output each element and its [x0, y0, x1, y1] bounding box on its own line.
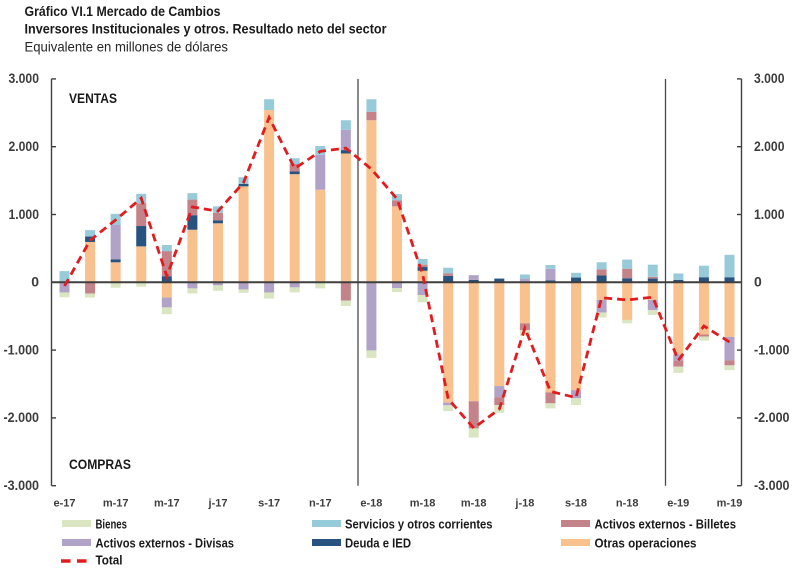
svg-text:s-17: s-17: [258, 498, 280, 510]
svg-text:n-18: n-18: [616, 498, 639, 510]
svg-text:Servicios y otros corrientes: Servicios y otros corrientes: [345, 518, 493, 532]
svg-text:1.000: 1.000: [754, 206, 785, 222]
svg-text:s-18: s-18: [565, 498, 587, 510]
svg-text:0: 0: [754, 274, 762, 290]
svg-text:3.000: 3.000: [9, 70, 40, 86]
svg-text:j-18: j-18: [514, 498, 534, 510]
svg-text:m-18: m-18: [461, 498, 487, 510]
svg-text:Bienes: Bienes: [96, 518, 128, 532]
svg-text:m-19: m-19: [717, 498, 743, 510]
svg-text:m-17: m-17: [103, 498, 129, 510]
svg-text:-2.000: -2.000: [4, 409, 40, 425]
svg-text:j-17: j-17: [208, 498, 228, 510]
svg-text:1.000: 1.000: [9, 206, 40, 222]
svg-text:2.000: 2.000: [9, 138, 40, 154]
svg-text:-1.000: -1.000: [754, 341, 790, 357]
svg-text:Activos externos - Billetes: Activos externos - Billetes: [595, 518, 737, 532]
svg-text:0: 0: [31, 274, 39, 290]
svg-text:Equivalente en millones de dól: Equivalente en millones de dólares: [25, 39, 229, 55]
svg-text:n-17: n-17: [309, 498, 332, 510]
svg-text:m-18: m-18: [410, 498, 436, 510]
svg-text:e-17: e-17: [53, 498, 75, 510]
svg-text:Gráfico VI.1 Mercado de Cambio: Gráfico VI.1 Mercado de Cambios: [25, 3, 221, 19]
svg-text:-3.000: -3.000: [4, 477, 40, 493]
svg-text:e-19: e-19: [667, 498, 689, 510]
svg-text:-1.000: -1.000: [4, 341, 40, 357]
svg-text:-3.000: -3.000: [754, 477, 790, 493]
svg-text:Otras operaciones: Otras operaciones: [595, 536, 697, 550]
svg-text:Inversores Institucionales y o: Inversores Institucionales y otros. Resu…: [25, 20, 387, 36]
svg-text:Deuda e IED: Deuda e IED: [345, 536, 411, 550]
svg-text:COMPRAS: COMPRAS: [69, 457, 131, 472]
svg-text:VENTAS: VENTAS: [69, 91, 117, 106]
svg-text:Activos externos - Divisas: Activos externos - Divisas: [96, 536, 235, 550]
svg-text:3.000: 3.000: [754, 70, 785, 86]
svg-text:2.000: 2.000: [754, 138, 785, 154]
svg-text:m-17: m-17: [154, 498, 180, 510]
svg-text:e-18: e-18: [360, 498, 382, 510]
svg-text:Total: Total: [96, 554, 123, 568]
svg-text:-2.000: -2.000: [754, 409, 790, 425]
